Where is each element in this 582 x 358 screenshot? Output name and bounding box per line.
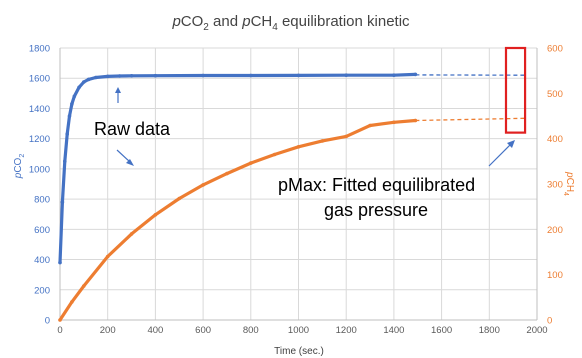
pco2-data-point xyxy=(105,74,110,79)
fitted-lines xyxy=(415,74,526,122)
y-left-tick-label: 800 xyxy=(34,195,50,206)
y-left-axis-label: pCO2 xyxy=(13,154,26,180)
raw-data-annotation: Raw data xyxy=(94,119,171,139)
pco2-data-point xyxy=(129,74,134,78)
pch4-data-point xyxy=(201,183,205,187)
x-tick-labels: 0 200 400 600 800 1000 1200 1400 1600 1800 2000 xyxy=(57,325,547,336)
y-right-tick-label: 400 xyxy=(547,134,563,145)
pco2-data-point xyxy=(392,73,396,77)
pco2-data-point xyxy=(77,85,81,90)
pch4-data-point xyxy=(153,213,158,217)
x-tick-label: 800 xyxy=(243,325,259,336)
x-tick-label: 400 xyxy=(147,325,163,336)
chart-title: pCO2 and pCH4 equilibration kinetic xyxy=(171,13,410,33)
pch4-data-point xyxy=(177,196,182,201)
pch4-data-point xyxy=(225,171,229,176)
pco2-data-point xyxy=(296,73,301,78)
pmax-annotation-line1: pMax: Fitted equilibrated xyxy=(278,175,475,195)
y-left-tick-labels: 0 200 400 600 800 1000 1200 1400 1600 1800 xyxy=(29,44,50,327)
x-tick-label: 200 xyxy=(100,325,116,336)
y-right-axis-label: pCH4 xyxy=(562,171,575,196)
x-tick-label: 0 xyxy=(57,325,62,336)
x-tick-label: 1400 xyxy=(383,325,404,336)
pch4-data-point xyxy=(344,134,349,139)
pch4-data-point xyxy=(272,152,277,157)
y-right-tick-label: 300 xyxy=(547,180,563,191)
pmax-annotation-line2: gas pressure xyxy=(324,200,428,220)
pco2-data-point xyxy=(70,102,74,106)
pch4-data-point xyxy=(105,254,110,259)
pco2-data-point xyxy=(344,73,349,77)
pch4-data-point xyxy=(249,161,253,165)
pch4-data-point xyxy=(70,300,74,304)
y-right-tick-labels: 0 100 200 300 400 500 600 xyxy=(547,44,563,327)
pco2-data-point xyxy=(65,132,69,136)
y-right-tick-label: 100 xyxy=(547,270,563,281)
pmax-highlight-box xyxy=(504,46,527,134)
pco2-data-point xyxy=(58,260,62,265)
x-tick-label: 2000 xyxy=(526,325,547,336)
pco2-data-point xyxy=(117,74,122,78)
pch4-data-point xyxy=(320,139,325,143)
y-left-tick-label: 1400 xyxy=(29,104,50,115)
raw-data-arrow-down xyxy=(116,149,131,163)
pco2-data-point xyxy=(249,73,253,78)
x-tick-label: 1200 xyxy=(336,325,357,336)
y-right-tick-label: 0 xyxy=(547,316,552,327)
raw-data-arrow-up-head xyxy=(115,87,121,93)
y-left-tick-label: 400 xyxy=(34,255,50,266)
x-axis-label: Time (sec.) xyxy=(274,346,324,357)
y-right-tick-label: 600 xyxy=(547,44,563,55)
pco2-data-point xyxy=(413,72,418,77)
pch4-data-point xyxy=(413,118,418,123)
pco2-data-point xyxy=(94,75,98,80)
y-left-tick-label: 1600 xyxy=(29,74,50,85)
data-series xyxy=(58,72,418,322)
y-left-tick-label: 200 xyxy=(34,285,50,296)
pco2-data-point xyxy=(60,200,65,204)
pch4-data-point xyxy=(129,232,134,236)
y-left-tick-label: 1200 xyxy=(29,134,50,145)
pco2-data-point xyxy=(67,114,72,118)
axes xyxy=(59,48,538,321)
pch4-data-point xyxy=(296,145,301,149)
pmax-arrow xyxy=(488,143,512,167)
y-left-tick-label: 0 xyxy=(45,316,50,327)
pch4-data-point xyxy=(392,120,396,125)
pch4-data-point xyxy=(58,318,62,322)
x-tick-label: 600 xyxy=(195,325,211,336)
pch4-fit-line xyxy=(415,117,526,122)
pco2-data-point xyxy=(201,73,205,78)
y-right-tick-label: 200 xyxy=(547,225,563,236)
pmax-arrow-head xyxy=(507,140,515,148)
raw-data-arrow-down-head xyxy=(126,159,134,166)
pco2-data-point xyxy=(86,77,91,82)
y-right-tick-label: 500 xyxy=(547,89,563,100)
x-tick-label: 1600 xyxy=(431,325,452,336)
pch4-data-point xyxy=(82,284,86,288)
x-tick-label: 1000 xyxy=(288,325,309,336)
pco2-data-point xyxy=(82,80,86,84)
pco2-data-point xyxy=(72,94,77,99)
x-tick-label: 1800 xyxy=(479,325,500,336)
pco2-data-point xyxy=(63,159,67,164)
y-left-tick-label: 1800 xyxy=(29,44,50,55)
y-left-tick-label: 600 xyxy=(34,225,50,236)
y-left-tick-label: 1000 xyxy=(29,164,50,175)
pco2-data-point xyxy=(153,73,158,78)
pch4-data-point xyxy=(368,123,372,128)
